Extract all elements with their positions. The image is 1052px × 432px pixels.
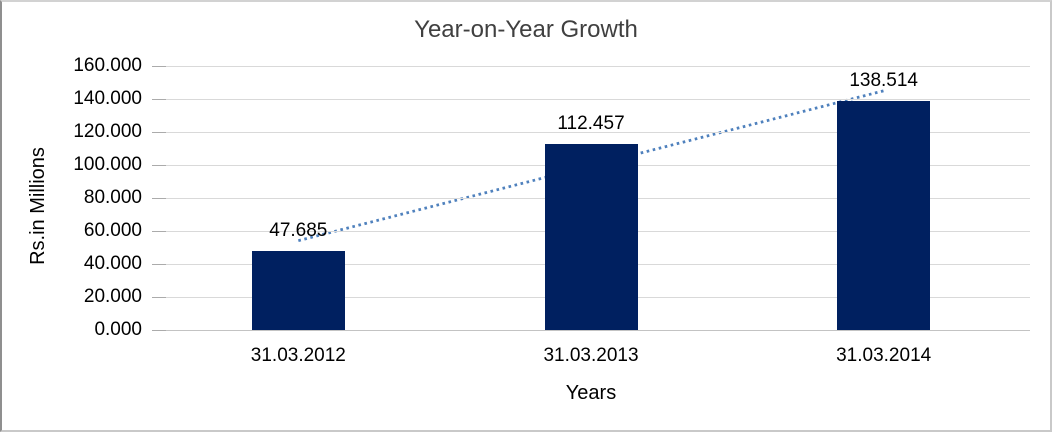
bar-31.03.2014 bbox=[837, 101, 931, 330]
bar-data-label: 138.514 bbox=[849, 70, 918, 92]
y-tick-mark bbox=[152, 99, 166, 100]
y-tick-mark bbox=[152, 165, 166, 166]
y-tick-label: 140.000 bbox=[73, 88, 142, 109]
gridline bbox=[152, 66, 1030, 67]
y-axis-tick-labels: 0.000 20.000 40.000 60.000 80.000 100.000 120.… bbox=[2, 55, 142, 340]
y-tick-mark bbox=[152, 264, 166, 265]
trendline bbox=[297, 89, 885, 243]
y-tick-label: 120.000 bbox=[73, 121, 142, 142]
bar-data-label: 112.457 bbox=[557, 113, 625, 135]
gridline bbox=[152, 99, 1030, 100]
bar-31.03.2013 bbox=[544, 144, 638, 330]
y-tick-label: 60.000 bbox=[83, 220, 142, 241]
y-tick-mark bbox=[152, 297, 166, 298]
plot-area: 47.685 112.457 138.514 bbox=[152, 66, 1030, 331]
x-category-label: 31.03.2012 bbox=[250, 345, 346, 366]
y-tick-label: 100.000 bbox=[73, 154, 142, 175]
gridline bbox=[152, 132, 1030, 133]
x-axis-title: Years bbox=[565, 382, 617, 404]
x-axis-line bbox=[152, 330, 1030, 331]
y-tick-label: 40.000 bbox=[83, 253, 142, 274]
chart-title: Year-on-Year Growth bbox=[414, 16, 638, 43]
y-tick-mark bbox=[152, 66, 166, 67]
y-tick-label: 0.000 bbox=[94, 319, 142, 340]
x-category-label: 31.03.2014 bbox=[836, 345, 932, 366]
y-tick-mark bbox=[152, 231, 166, 232]
x-category-label: 31.03.2013 bbox=[543, 345, 639, 366]
bar-data-label: 47.685 bbox=[269, 220, 328, 242]
y-tick-label: 160.000 bbox=[73, 55, 142, 76]
y-tick-label: 20.000 bbox=[83, 286, 142, 307]
bar-31.03.2012 bbox=[251, 251, 345, 330]
y-tick-mark bbox=[152, 132, 166, 133]
y-tick-mark bbox=[152, 330, 166, 331]
y-tick-mark bbox=[152, 198, 166, 199]
y-tick-label: 80.000 bbox=[83, 187, 142, 208]
